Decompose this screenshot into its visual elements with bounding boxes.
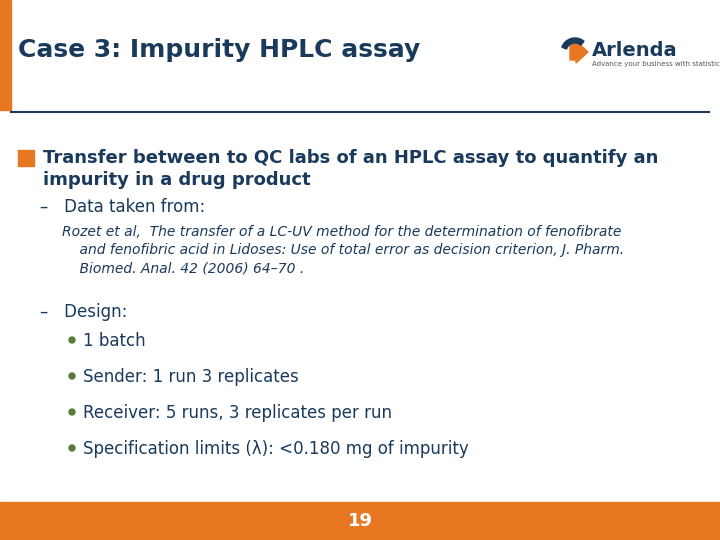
Text: Rozet et al,  The transfer of a LC-UV method for the determination of fenofibrat: Rozet et al, The transfer of a LC-UV met… [62, 225, 621, 239]
Text: –   Data taken from:: – Data taken from: [40, 198, 205, 216]
Bar [18, 150, 34, 166]
Text: Arlenda: Arlenda [592, 40, 678, 59]
Text: Sender: 1 run 3 replicates: Sender: 1 run 3 replicates [83, 368, 299, 386]
Bar [0, 0, 11, 110]
Circle shape [69, 373, 75, 379]
Text: Specification limits (λ): <0.180 mg of impurity: Specification limits (λ): <0.180 mg of i… [83, 440, 469, 458]
Text: Case 3: Impurity HPLC assay: Case 3: Impurity HPLC assay [18, 38, 420, 62]
Text: impurity in a drug product: impurity in a drug product [43, 171, 310, 189]
Text: Transfer between to QC labs of an HPLC assay to quantify an: Transfer between to QC labs of an HPLC a… [43, 149, 658, 167]
Text: 1 batch: 1 batch [83, 332, 145, 350]
Text: –   Design:: – Design: [40, 303, 127, 321]
Text: Advance your business with statistics: Advance your business with statistics [592, 61, 720, 67]
Text: 19: 19 [348, 512, 372, 530]
Wedge shape [562, 38, 584, 49]
Text: Biomed. Anal. 42 (2006) 64–70 .: Biomed. Anal. 42 (2006) 64–70 . [62, 261, 305, 275]
Text: and fenofibric acid in Lidoses: Use of total error as decision criterion, J. Pha: and fenofibric acid in Lidoses: Use of t… [62, 243, 624, 257]
FancyArrow shape [570, 41, 588, 63]
Text: Receiver: 5 runs, 3 replicates per run: Receiver: 5 runs, 3 replicates per run [83, 404, 392, 422]
Circle shape [69, 445, 75, 451]
Circle shape [69, 337, 75, 343]
Bar [0, 502, 720, 540]
Circle shape [69, 409, 75, 415]
